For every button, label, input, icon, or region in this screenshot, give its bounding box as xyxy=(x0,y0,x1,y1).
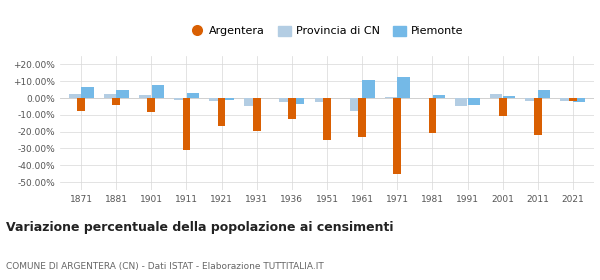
Bar xyxy=(385,97,397,98)
Bar xyxy=(314,98,327,102)
Bar xyxy=(573,98,586,102)
Text: COMUNE DI ARGENTERA (CN) - Dati ISTAT - Elaborazione TUTTITALIA.IT: COMUNE DI ARGENTERA (CN) - Dati ISTAT - … xyxy=(6,262,324,271)
Bar xyxy=(222,98,234,100)
Bar xyxy=(244,98,257,106)
Bar xyxy=(560,98,573,101)
Bar xyxy=(428,98,436,133)
Bar xyxy=(362,80,374,98)
Bar xyxy=(433,95,445,98)
Bar xyxy=(182,98,190,150)
Bar xyxy=(323,98,331,140)
Bar xyxy=(68,94,81,98)
Bar xyxy=(538,90,550,98)
Bar xyxy=(116,90,128,98)
Bar xyxy=(350,98,362,111)
Bar xyxy=(503,96,515,98)
Bar xyxy=(77,98,85,111)
Bar xyxy=(292,98,304,104)
Bar xyxy=(468,98,480,105)
Bar xyxy=(104,94,116,98)
Bar xyxy=(253,98,260,131)
Bar xyxy=(174,98,186,100)
Bar xyxy=(139,95,151,98)
Bar xyxy=(152,85,164,98)
Bar xyxy=(209,98,221,101)
Bar xyxy=(490,94,502,98)
Bar xyxy=(394,98,401,174)
Bar xyxy=(288,98,296,119)
Bar xyxy=(499,98,506,116)
Bar xyxy=(534,98,542,135)
Bar xyxy=(358,98,366,137)
Bar xyxy=(218,98,226,126)
Text: Variazione percentuale della popolazione ai censimenti: Variazione percentuale della popolazione… xyxy=(6,221,394,234)
Bar xyxy=(455,98,467,106)
Bar xyxy=(526,98,538,101)
Bar xyxy=(112,98,120,105)
Bar xyxy=(569,98,577,101)
Bar xyxy=(81,87,94,98)
Legend: Argentera, Provincia di CN, Piemonte: Argentera, Provincia di CN, Piemonte xyxy=(187,21,467,41)
Bar xyxy=(397,77,410,98)
Bar xyxy=(280,98,292,102)
Bar xyxy=(187,93,199,98)
Bar xyxy=(148,98,155,112)
